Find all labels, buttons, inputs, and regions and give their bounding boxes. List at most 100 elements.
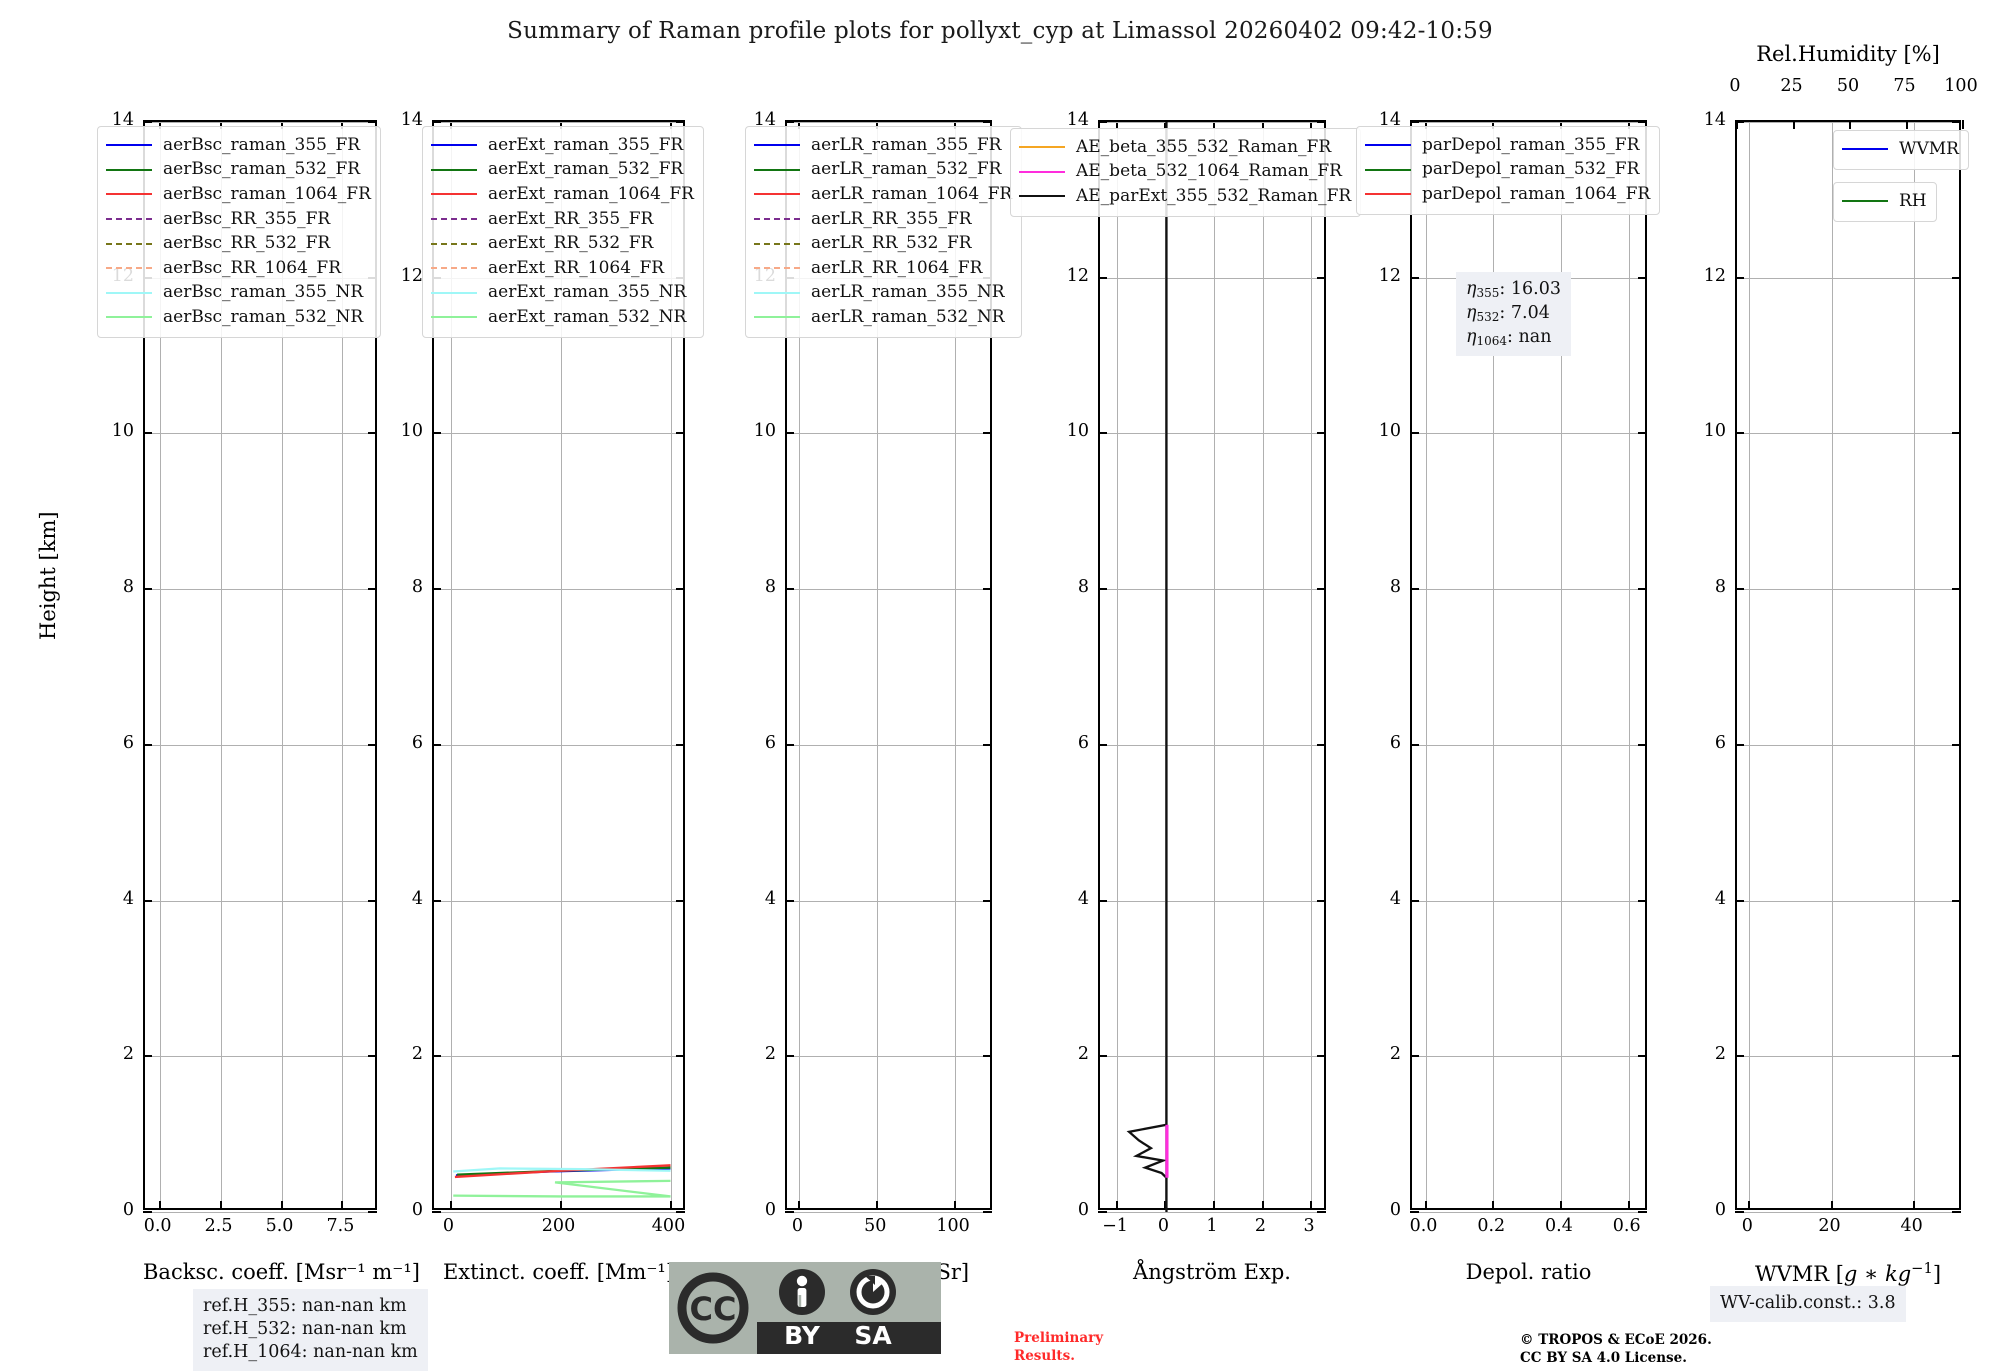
y-tick-right: [1638, 743, 1647, 746]
legend-item[interactable]: aerLR_raman_355_NR: [754, 281, 1012, 306]
y-tick-right: [676, 743, 685, 746]
y-tick-right: [1952, 743, 1961, 746]
gridline-vertical: [450, 122, 452, 1208]
legend-item[interactable]: aerBsc_raman_1064_FR: [106, 182, 371, 207]
legend-item[interactable]: aerLR_RR_355_FR: [754, 207, 1012, 232]
legend-line-swatch-icon: [754, 291, 800, 294]
legend-item[interactable]: aerExt_raman_355_NR: [431, 281, 694, 306]
gridline-horizontal: [145, 433, 375, 435]
eta-wavelength-subscript: 1064: [1476, 333, 1508, 348]
legend-line-swatch-icon: [431, 218, 477, 221]
legend-item[interactable]: aerLR_RR_532_FR: [754, 231, 1012, 256]
legend-item[interactable]: aerExt_RR_355_FR: [431, 207, 694, 232]
legend-item[interactable]: aerBsc_RR_355_FR: [106, 207, 371, 232]
legend-line-swatch-icon: [106, 193, 152, 196]
svg-text:SA: SA: [854, 1321, 892, 1350]
legend-item[interactable]: aerExt_RR_1064_FR: [431, 256, 694, 281]
legend-item[interactable]: AE_beta_532_1064_Raman_FR: [1019, 160, 1351, 185]
legend-item[interactable]: aerExt_raman_1064_FR: [431, 182, 694, 207]
legend-item[interactable]: aerBsc_raman_532_NR: [106, 305, 371, 330]
preliminary-results-line: Preliminary: [1014, 1330, 1104, 1346]
y-tick-right: [983, 743, 992, 746]
legend-item-label: aerBsc_raman_532_FR: [163, 159, 361, 180]
y-tick-label: 0: [1389, 1200, 1401, 1220]
x-tick-label: 0.0: [1409, 1216, 1438, 1236]
legend-item[interactable]: aerLR_raman_355_FR: [754, 133, 1012, 158]
legend-item[interactable]: parDepol_raman_355_FR: [1365, 133, 1650, 158]
eta-annotation-line: η355: 16.03: [1466, 278, 1561, 302]
legend-item[interactable]: aerLR_RR_1064_FR: [754, 256, 1012, 281]
legend-item[interactable]: aerExt_raman_532_NR: [431, 305, 694, 330]
x-tick: [1830, 1201, 1833, 1210]
cc-by-sa-license-badge[interactable]: CC BY SA: [669, 1262, 941, 1354]
x-tick-label: 200: [541, 1216, 576, 1236]
legend-item[interactable]: aerExt_raman_532_FR: [431, 158, 694, 183]
legend-item-label: aerLR_RR_532_FR: [811, 233, 972, 254]
y-tick-label: 8: [1389, 577, 1401, 598]
legend-item[interactable]: RH: [1842, 189, 1927, 214]
legend-item[interactable]: aerLR_raman_532_FR: [754, 158, 1012, 183]
legend-item[interactable]: aerLR_raman_1064_FR: [754, 182, 1012, 207]
legend-line-swatch-icon: [1019, 195, 1065, 198]
y-tick-right: [983, 121, 992, 123]
gridline-horizontal: [787, 122, 990, 123]
y-tick: [143, 588, 152, 591]
y-tick-label: 2: [1714, 1044, 1726, 1065]
y-tick: [1735, 899, 1744, 902]
gridline-horizontal: [1412, 122, 1645, 123]
legend-item[interactable]: aerLR_raman_532_NR: [754, 305, 1012, 330]
legend-lidar-ratio: aerLR_raman_355_FR aerLR_raman_532_FR aerL…: [745, 126, 1023, 338]
x-tick: [559, 1201, 562, 1210]
y-tick: [785, 588, 794, 591]
gridline-horizontal: [145, 1056, 375, 1058]
legend-item[interactable]: aerBsc_RR_1064_FR: [106, 256, 371, 281]
legend-wvmr: WVMR: [1833, 130, 1969, 170]
legend-item[interactable]: AE_beta_355_532_Raman_FR: [1019, 135, 1351, 160]
legend-line-swatch-icon: [754, 242, 800, 245]
y-tick-label: 10: [1378, 421, 1401, 442]
legend-item[interactable]: WVMR: [1842, 137, 1959, 162]
x-tick-label: 0: [1157, 1216, 1170, 1236]
eta-value: 16.03: [1510, 279, 1561, 299]
legend-item[interactable]: aerExt_RR_532_FR: [431, 231, 694, 256]
legend-line-swatch-icon: [1019, 146, 1065, 149]
x-tick-top: [876, 120, 879, 129]
y-tick-right: [676, 899, 685, 902]
y-tick-right: [983, 588, 992, 591]
gridline-horizontal: [1412, 433, 1645, 435]
legend-item[interactable]: aerExt_raman_355_FR: [431, 133, 694, 158]
x-axis-title-angstrom: Ångström Exp.: [1133, 1260, 1291, 1284]
legend-item[interactable]: aerBsc_RR_532_FR: [106, 231, 371, 256]
y-tick-right: [1317, 1055, 1326, 1058]
plot-panel-wvmr: 0 20 40 0 2 4 6 8 10 12 14 WVMR [g ∗ kg−1] Rel.Humid…: [1704, 42, 1978, 1286]
plot-panel-angstrom: −1 0 1 2 3 0 2 4 6 8 10 12 14 Ångström Exp.: [1067, 110, 1326, 1284]
gridline-horizontal: [787, 900, 990, 902]
y-tick-label: 12: [400, 265, 423, 286]
y-tick-label: 8: [1077, 577, 1089, 598]
y-tick-label: 6: [122, 732, 134, 753]
x-tick-label: 0.0: [143, 1216, 172, 1236]
legend-item[interactable]: parDepol_raman_532_FR: [1365, 158, 1650, 183]
legend-item[interactable]: aerBsc_raman_355_FR: [106, 133, 371, 158]
gridline-vertical: [1311, 122, 1313, 1208]
legend-item[interactable]: parDepol_raman_1064_FR: [1365, 182, 1650, 207]
legend-item-label: aerLR_raman_355_FR: [811, 134, 1002, 155]
x-tick-label: 0.2: [1477, 1216, 1506, 1236]
gridline-horizontal: [1412, 1056, 1645, 1058]
y-tick: [432, 432, 441, 435]
y-tick: [1098, 1055, 1107, 1058]
gridline-horizontal: [1100, 433, 1324, 435]
legend-item[interactable]: AE_parExt_355_532_Raman_FR: [1019, 184, 1351, 209]
x-tick: [1912, 1201, 1915, 1210]
x-tick-top: [954, 120, 957, 129]
legend-item[interactable]: aerBsc_raman_532_FR: [106, 158, 371, 183]
y-tick-label: 8: [122, 577, 134, 598]
legend-line-swatch-icon: [1842, 200, 1888, 203]
y-tick: [1410, 588, 1419, 591]
legend-line-swatch-icon: [106, 267, 152, 270]
legend-item[interactable]: aerBsc_raman_355_NR: [106, 281, 371, 306]
gridline-horizontal: [145, 1212, 375, 1213]
y-tick-right: [368, 588, 377, 591]
x-axis-title-depol-ratio: Depol. ratio: [1465, 1260, 1592, 1284]
y-tick-label: 14: [1066, 110, 1089, 130]
